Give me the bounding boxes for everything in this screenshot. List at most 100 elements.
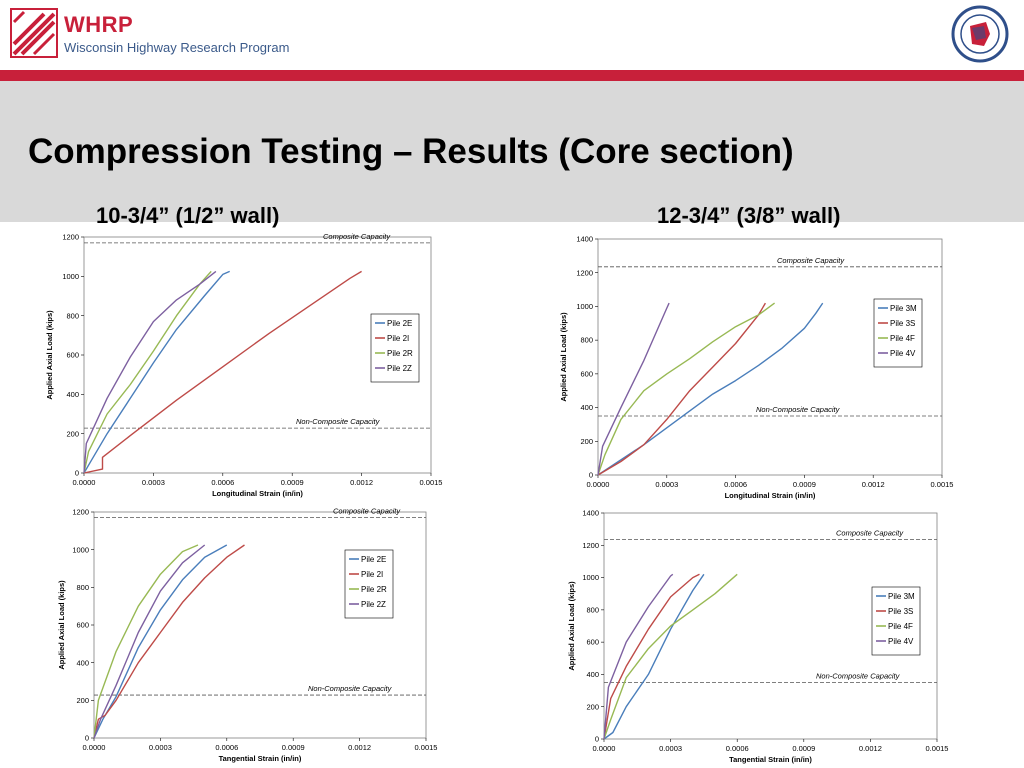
y-tick-label: 200 [66, 429, 79, 438]
x-tick-label: 0.0000 [593, 744, 616, 753]
y-tick-label: 200 [586, 702, 599, 711]
x-tick-label: 0.0003 [659, 744, 682, 753]
legend-label: Pile 4F [888, 622, 913, 631]
y-tick-label: 1400 [576, 235, 593, 244]
x-tick-label: 0.0000 [73, 478, 96, 487]
plot-area [93, 511, 427, 739]
y-tick-label: 1000 [576, 302, 593, 311]
y-tick-label: 0 [589, 471, 593, 480]
y-tick-label: 800 [586, 605, 599, 614]
legend-label: Pile 4V [888, 637, 914, 646]
x-tick-label: 0.0009 [792, 744, 815, 753]
legend-label: Pile 3M [890, 304, 917, 313]
y-tick-label: 400 [580, 403, 593, 412]
x-tick-label: 0.0000 [587, 480, 610, 489]
legend-label: Pile 4F [890, 334, 915, 343]
reference-line-label: Non-Composite Capacity [296, 417, 381, 426]
legend-label: Pile 2E [387, 319, 412, 328]
y-axis-label: Applied Axial Load (kips) [567, 581, 576, 671]
series-line-pile-2z [93, 544, 206, 739]
header-bar: WHRP Wisconsin Highway Research Program [0, 0, 1024, 70]
legend-label: Pile 3M [888, 592, 915, 601]
x-tick-label: 0.0006 [726, 744, 749, 753]
chart-10in-tangential: 0 200 400 600 800 1000 1200 0.0000 0.0003 0.0006 0… [57, 507, 438, 763]
reference-line-label: Non-Composite Capacity [756, 405, 841, 414]
series-line-pile-2r [93, 544, 199, 739]
title-band [0, 81, 1024, 222]
x-tick-label: 0.0015 [931, 480, 954, 489]
x-tick-label: 0.0003 [149, 743, 172, 752]
series-line-pile-2e [83, 270, 230, 474]
reference-line-label: Non-Composite Capacity [816, 672, 901, 681]
x-tick-label: 0.0012 [348, 743, 371, 752]
x-tick-label: 0.0012 [862, 480, 885, 489]
series-line-pile-2i [83, 270, 362, 474]
series-line-pile-3s [597, 302, 767, 476]
series-line-pile-3s [603, 573, 700, 740]
legend-box [344, 549, 394, 619]
y-tick-label: 800 [76, 583, 89, 592]
subtitle-right: 12-3/4” (3/8” wall) [657, 203, 841, 228]
y-tick-label: 400 [76, 658, 89, 667]
x-tick-label: 0.0003 [142, 478, 165, 487]
y-tick-label: 800 [580, 336, 593, 345]
y-axis-label: Applied Axial Load (kips) [559, 312, 568, 402]
legend-label: Pile 2E [361, 555, 386, 564]
slide-title: Compression Testing – Results (Core sect… [28, 132, 794, 171]
wisdot-seal-icon [951, 5, 1009, 63]
x-tick-label: 0.0009 [281, 478, 304, 487]
y-tick-label: 200 [76, 696, 89, 705]
series-line-pile-4f [597, 302, 776, 476]
legend-label: Pile 2Z [361, 600, 386, 609]
x-tick-label: 0.0012 [350, 478, 373, 487]
x-tick-label: 0.0015 [415, 743, 438, 752]
reference-line-label: Composite Capacity [333, 507, 401, 516]
y-tick-label: 1200 [62, 233, 79, 242]
x-axis-label: Tangential Strain (in/in) [729, 755, 812, 764]
series-line-pile-4v [597, 302, 670, 476]
legend-label: Pile 2R [387, 349, 413, 358]
x-axis-label: Longitudinal Strain (in/in) [725, 491, 816, 500]
legend-label: Pile 2Z [387, 364, 412, 373]
y-tick-label: 800 [66, 311, 79, 320]
x-tick-label: 0.0000 [83, 743, 106, 752]
y-tick-label: 600 [66, 351, 79, 360]
x-tick-label: 0.0015 [926, 744, 949, 753]
x-tick-label: 0.0006 [215, 743, 238, 752]
x-tick-label: 0.0012 [859, 744, 882, 753]
series-line-pile-3m [603, 573, 705, 740]
x-tick-label: 0.0009 [282, 743, 305, 752]
y-tick-label: 600 [76, 621, 89, 630]
series-line-pile-2r [83, 270, 212, 474]
series-line-pile-2z [83, 270, 217, 474]
reference-line-label: Composite Capacity [323, 232, 391, 241]
series-line-pile-4f [603, 573, 738, 740]
subtitle-left: 10-3/4” (1/2” wall) [96, 203, 280, 228]
y-tick-label: 1000 [582, 573, 599, 582]
chart-12in-tangential: 0 200 400 600 800 1000 1200 1400 0.0000 0.0003 0.0… [567, 509, 949, 764]
y-tick-label: 1200 [576, 268, 593, 277]
legend-label: Pile 3S [890, 319, 915, 328]
x-tick-label: 0.0006 [724, 480, 747, 489]
legend-label: Pile 2I [361, 570, 383, 579]
y-tick-label: 600 [586, 638, 599, 647]
y-tick-label: 1000 [62, 272, 79, 281]
y-tick-label: 600 [580, 369, 593, 378]
y-tick-label: 1200 [582, 541, 599, 550]
x-tick-label: 0.0015 [420, 478, 443, 487]
logo-program-name: Wisconsin Highway Research Program [64, 40, 290, 55]
y-axis-label: Applied Axial Load (kips) [57, 580, 66, 670]
reference-line-label: Composite Capacity [836, 529, 904, 538]
y-tick-label: 400 [66, 390, 79, 399]
legend-label: Pile 2I [387, 334, 409, 343]
legend-label: Pile 4V [890, 349, 916, 358]
y-tick-label: 1400 [582, 509, 599, 518]
y-tick-label: 1000 [72, 545, 89, 554]
x-tick-label: 0.0009 [793, 480, 816, 489]
chart-10in-longitudinal: 0 200 400 600 800 1000 1200 0.0000 0.0003 0.0006 0… [45, 232, 443, 498]
legend-label: Pile 3S [888, 607, 913, 616]
legend-box [370, 313, 420, 383]
chart-12in-longitudinal: 0 200 400 600 800 1000 1200 1400 0.0000 0.0003 0.0… [559, 235, 954, 500]
series-line-pile-4v [603, 573, 674, 740]
x-tick-label: 0.0006 [211, 478, 234, 487]
